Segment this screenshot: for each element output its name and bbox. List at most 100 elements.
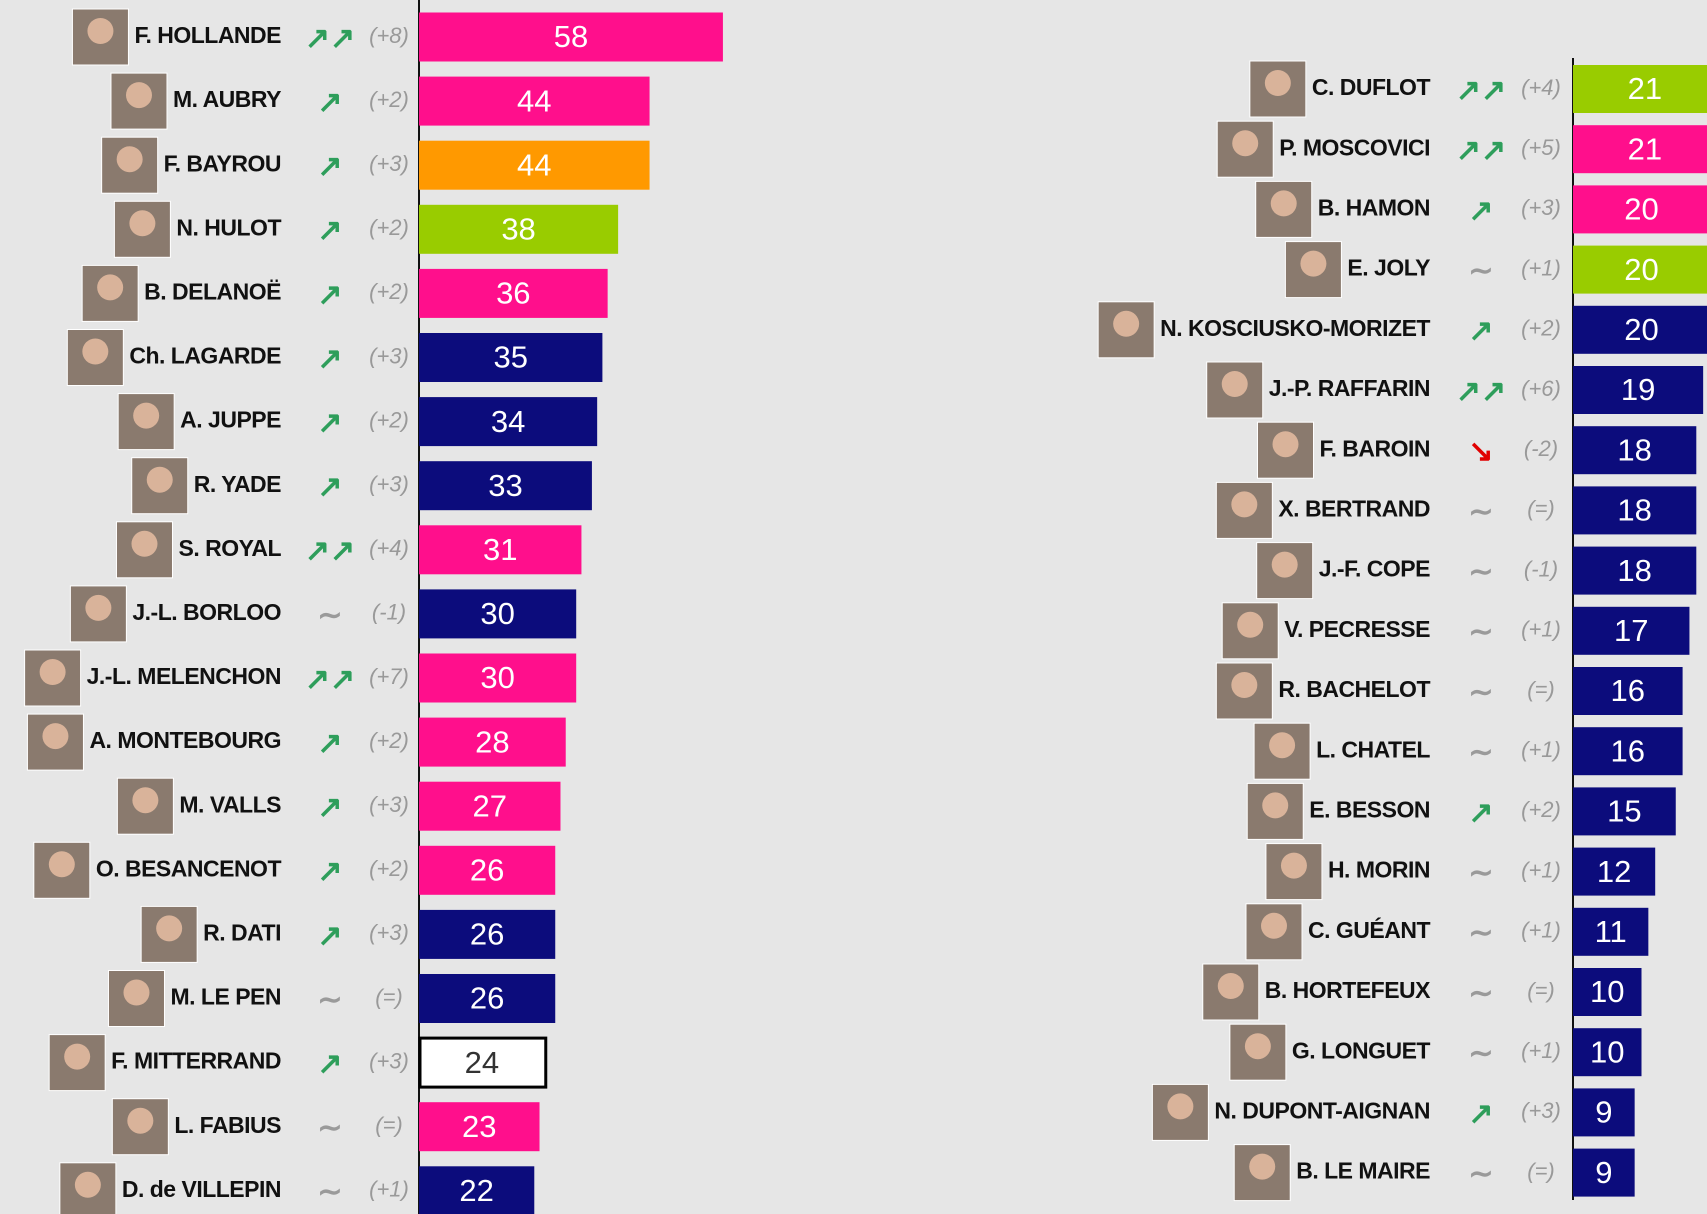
value-label: 30 (480, 596, 514, 631)
trend-arrow: ∼ (1468, 676, 1493, 709)
candidate-name: R. BACHELOT (1278, 676, 1430, 702)
trend-arrow: ∼ (1468, 495, 1493, 528)
candidate-name: B. LE MAIRE (1296, 1158, 1430, 1184)
candidate-name: N. HULOT (176, 214, 281, 240)
change-label: (-1) (1524, 556, 1558, 581)
candidate-name: R. DATI (203, 919, 281, 945)
value-label: 12 (1597, 854, 1631, 889)
candidate-name: N. DUPONT-AIGNAN (1214, 1097, 1430, 1123)
change-label: (+1) (369, 1177, 409, 1202)
photo-face (1245, 1033, 1271, 1059)
value-label: 44 (517, 83, 551, 118)
trend-arrow: ∼ (1468, 255, 1493, 288)
value-label: 31 (483, 532, 517, 567)
trend-arrow: ∼ (317, 1112, 342, 1145)
value-label: 11 (1595, 914, 1627, 949)
value-label: 44 (517, 147, 551, 182)
change-label: (+3) (369, 151, 409, 176)
photo-face (49, 851, 75, 877)
value-label: 18 (1617, 432, 1651, 467)
change-label: (+6) (1521, 376, 1561, 401)
trend-arrow: ↗ (317, 791, 342, 824)
change-label: (+3) (369, 792, 409, 817)
trend-arrow: ↗↗ (1456, 134, 1506, 167)
candidate-name: A. JUPPE (180, 407, 281, 433)
change-label: (=) (375, 1113, 403, 1138)
photo-face (85, 595, 111, 621)
photo-face (131, 531, 157, 557)
candidate-name: G. LONGUET (1292, 1037, 1431, 1063)
candidate-name: C. DUFLOT (1312, 74, 1431, 100)
change-label: (=) (375, 984, 403, 1009)
change-label: (+1) (1521, 857, 1561, 882)
photo-face (127, 1108, 153, 1134)
change-label: (+1) (1521, 737, 1561, 762)
value-label: 58 (554, 19, 588, 54)
change-label: (=) (1527, 677, 1555, 702)
value-label: 27 (472, 788, 506, 823)
value-label: 35 (493, 340, 527, 375)
trend-arrow: ↗ (1468, 194, 1493, 227)
photo-face (123, 980, 149, 1006)
change-label: (+2) (1521, 316, 1561, 341)
trend-arrow: ∼ (1468, 977, 1493, 1010)
change-label: (+5) (1521, 135, 1561, 160)
change-label: (+4) (369, 536, 409, 561)
candidate-name: M. AUBRY (173, 86, 281, 112)
photo-face (97, 274, 123, 300)
change-label: (+2) (369, 215, 409, 240)
trend-arrow: ↗ (317, 471, 342, 504)
photo-face (1231, 672, 1257, 698)
value-label: 10 (1590, 974, 1624, 1009)
change-label: (+3) (369, 472, 409, 497)
change-label: (+2) (369, 856, 409, 881)
value-label: 26 (470, 852, 504, 887)
trend-arrow: ↗↗ (305, 22, 355, 55)
trend-arrow: ↗↗ (305, 535, 355, 568)
photo-face (1281, 853, 1307, 879)
value-label: 19 (1621, 372, 1655, 407)
trend-arrow: ↘ (1468, 435, 1493, 468)
trend-arrow: ∼ (1468, 857, 1493, 890)
trend-arrow: ∼ (1468, 917, 1493, 950)
value-label: 22 (459, 1173, 493, 1208)
value-label: 9 (1595, 1155, 1612, 1190)
photo-face (1269, 732, 1295, 758)
change-label: (+1) (1521, 918, 1561, 943)
change-label: (=) (1527, 1158, 1555, 1183)
candidate-name: V. PECRESSE (1284, 616, 1430, 642)
candidate-name: Ch. LAGARDE (129, 343, 281, 369)
change-label: (+4) (1521, 75, 1561, 100)
value-label: 15 (1607, 794, 1641, 829)
value-label: 17 (1614, 613, 1648, 648)
change-label: (+2) (369, 407, 409, 432)
trend-arrow: ↗↗ (1456, 375, 1506, 408)
trend-arrow: ↗ (317, 86, 342, 119)
candidate-name: D. de VILLEPIN (122, 1176, 281, 1202)
candidate-name: J.-F. COPE (1319, 556, 1430, 582)
photo-face (75, 1172, 101, 1198)
candidate-name: R. YADE (194, 471, 281, 497)
photo-face (1231, 491, 1257, 517)
change-label: (+3) (1521, 1098, 1561, 1123)
trend-arrow: ∼ (1468, 736, 1493, 769)
change-label: (=) (1527, 496, 1555, 521)
photo-face (129, 210, 155, 236)
photo-face (1271, 190, 1297, 216)
value-label: 9 (1595, 1095, 1612, 1130)
candidate-name: F. BAYROU (164, 150, 281, 176)
change-label: (+3) (369, 343, 409, 368)
trend-arrow: ↗ (1468, 796, 1493, 829)
candidate-name: O. BESANCENOT (96, 855, 282, 881)
change-label: (-2) (1524, 436, 1558, 461)
photo-face (1265, 70, 1291, 96)
photo-face (133, 403, 159, 429)
photo-face (40, 659, 66, 685)
photo-face (1272, 552, 1298, 578)
candidate-name: C. GUÉANT (1308, 916, 1430, 943)
trend-arrow: ↗ (1468, 315, 1493, 348)
photo-face (87, 18, 113, 44)
trend-arrow: ↗ (317, 278, 342, 311)
candidate-name: F. HOLLANDE (134, 22, 281, 48)
value-label: 10 (1590, 1034, 1624, 1069)
